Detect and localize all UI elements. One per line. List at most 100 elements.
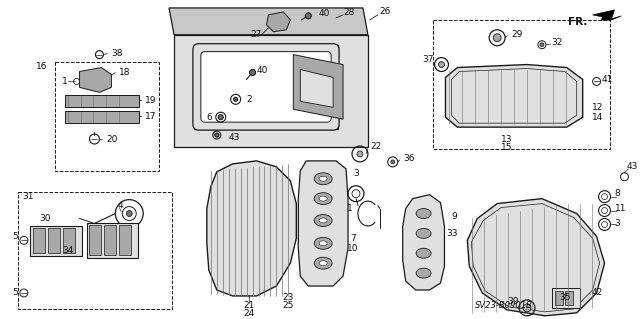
Ellipse shape: [416, 209, 431, 219]
Polygon shape: [403, 195, 444, 290]
Circle shape: [234, 97, 237, 101]
Text: 37: 37: [422, 55, 433, 64]
Bar: [65, 95, 140, 107]
Bar: [104, 226, 116, 255]
Polygon shape: [300, 70, 333, 107]
Text: 3: 3: [353, 169, 359, 178]
Ellipse shape: [319, 176, 327, 181]
Bar: [552, 288, 580, 308]
Text: 5: 5: [12, 288, 18, 298]
Text: 28: 28: [343, 8, 355, 18]
Circle shape: [357, 151, 363, 157]
Bar: [555, 291, 563, 305]
Text: 12: 12: [591, 103, 603, 112]
Ellipse shape: [314, 193, 332, 204]
Text: 1: 1: [61, 77, 67, 86]
Text: 26: 26: [380, 7, 391, 16]
Text: 38: 38: [111, 49, 123, 58]
Text: 31: 31: [22, 192, 33, 201]
Text: 3: 3: [614, 219, 620, 228]
Text: 32: 32: [551, 38, 562, 47]
Text: 34: 34: [62, 246, 74, 255]
Circle shape: [250, 70, 255, 76]
Text: 16: 16: [36, 62, 48, 71]
Text: 33: 33: [446, 229, 458, 238]
Text: 1: 1: [347, 204, 353, 213]
Text: 5: 5: [12, 232, 18, 241]
Text: FR.: FR.: [568, 17, 588, 27]
Polygon shape: [593, 10, 621, 25]
Ellipse shape: [416, 228, 431, 238]
Polygon shape: [174, 35, 368, 147]
Polygon shape: [298, 161, 348, 286]
Text: 30: 30: [40, 214, 51, 223]
Text: 17: 17: [145, 112, 157, 121]
Bar: [90, 226, 101, 255]
Polygon shape: [207, 161, 296, 296]
Text: 13: 13: [501, 135, 513, 144]
Circle shape: [438, 62, 444, 68]
Text: 20: 20: [106, 135, 118, 144]
Bar: [65, 111, 140, 123]
Ellipse shape: [416, 268, 431, 278]
Text: 25: 25: [283, 301, 294, 310]
Text: 35: 35: [559, 293, 570, 302]
Ellipse shape: [314, 173, 332, 185]
Circle shape: [305, 13, 311, 19]
Polygon shape: [79, 68, 111, 93]
Text: 4: 4: [117, 201, 123, 210]
Text: SV23-B0901B: SV23-B0901B: [476, 301, 533, 310]
Circle shape: [215, 133, 219, 137]
Text: 11: 11: [614, 204, 626, 213]
Text: 14: 14: [591, 113, 603, 122]
Text: 29: 29: [511, 30, 522, 39]
Ellipse shape: [314, 214, 332, 226]
Ellipse shape: [319, 218, 327, 223]
Bar: [48, 228, 60, 253]
Text: 43: 43: [627, 162, 638, 171]
Circle shape: [523, 304, 531, 312]
Bar: [119, 226, 131, 255]
Circle shape: [493, 34, 501, 42]
Text: 40: 40: [318, 9, 330, 19]
Text: 43: 43: [228, 133, 240, 142]
Polygon shape: [467, 199, 605, 316]
Text: 6: 6: [206, 113, 212, 122]
Text: 27: 27: [251, 30, 262, 39]
Text: 15: 15: [501, 144, 513, 152]
Ellipse shape: [319, 241, 327, 246]
Polygon shape: [266, 12, 291, 32]
Polygon shape: [194, 45, 338, 129]
Text: 42: 42: [591, 288, 603, 298]
Bar: [86, 223, 138, 258]
Bar: [18, 192, 172, 309]
Circle shape: [126, 211, 132, 217]
Ellipse shape: [314, 257, 332, 269]
Circle shape: [218, 115, 223, 120]
Text: 40: 40: [257, 66, 268, 75]
Bar: [63, 228, 75, 253]
Bar: [433, 20, 609, 149]
Ellipse shape: [314, 237, 332, 249]
Polygon shape: [445, 64, 582, 127]
Ellipse shape: [319, 261, 327, 266]
Text: 10: 10: [348, 244, 359, 253]
Text: 23: 23: [283, 293, 294, 302]
Text: 21: 21: [243, 301, 254, 310]
Text: 36: 36: [404, 154, 415, 163]
Ellipse shape: [319, 196, 327, 201]
Bar: [33, 228, 45, 253]
Polygon shape: [169, 8, 368, 35]
Text: 22: 22: [370, 143, 381, 152]
Text: 39: 39: [508, 297, 519, 307]
Text: 7: 7: [350, 234, 356, 243]
Text: 19: 19: [145, 96, 157, 105]
FancyBboxPatch shape: [193, 44, 339, 130]
Text: 2: 2: [246, 95, 252, 104]
FancyBboxPatch shape: [201, 52, 331, 122]
Text: 9: 9: [452, 212, 458, 221]
Bar: [54, 62, 159, 171]
Text: 18: 18: [119, 68, 131, 77]
Text: 8: 8: [614, 189, 620, 198]
Bar: [564, 291, 573, 305]
